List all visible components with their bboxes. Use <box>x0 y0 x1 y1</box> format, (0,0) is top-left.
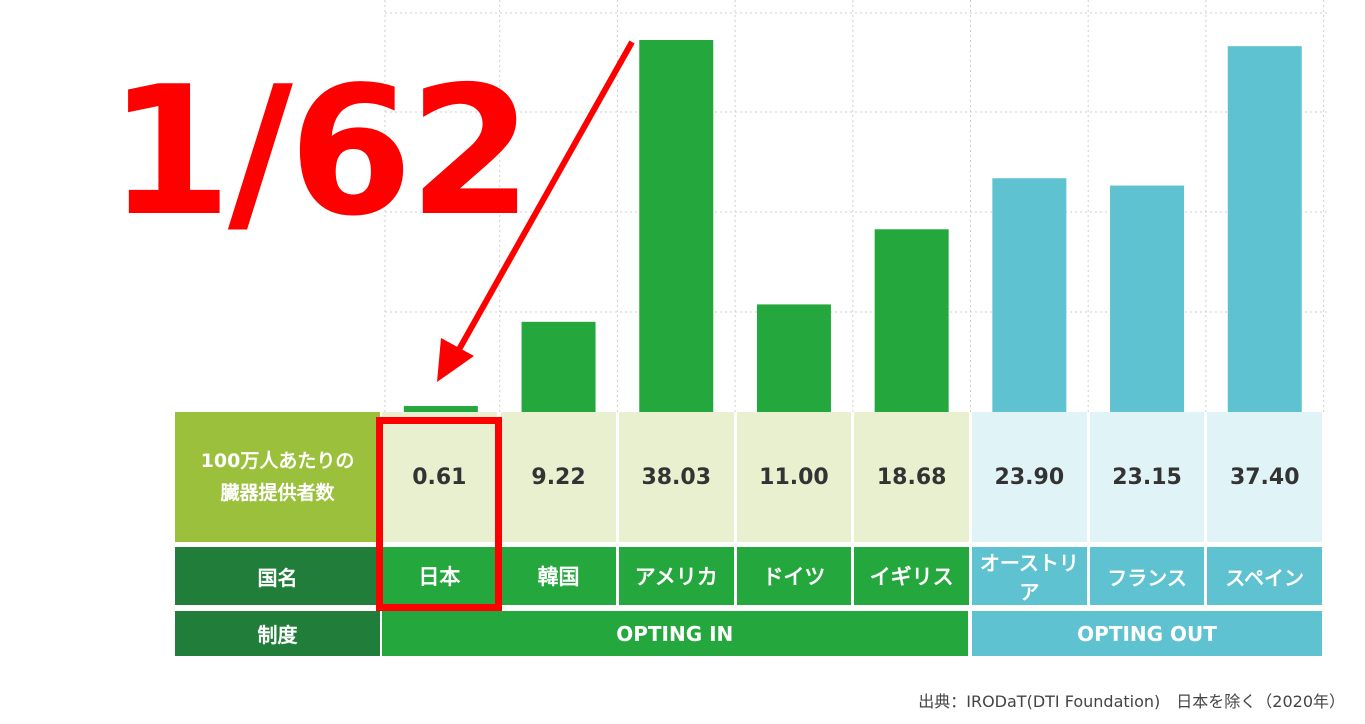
value-cell: 9.22 <box>501 412 616 542</box>
bar-1 <box>521 321 596 412</box>
value-cell: 23.15 <box>1089 412 1205 542</box>
japan-highlight-box <box>376 417 502 611</box>
country-name-cell: 日本 <box>382 547 497 605</box>
value-cell: 18.68 <box>854 412 969 542</box>
value-cell: 11.00 <box>736 412 852 542</box>
bars <box>403 40 1302 412</box>
scheme-cell: OPTING IN <box>382 611 968 656</box>
value-cell: 23.90 <box>972 412 1087 542</box>
name-row-label: 国名 <box>175 547 380 605</box>
scheme-row-label: 制度 <box>175 611 380 656</box>
value-cell: 37.40 <box>1207 412 1323 542</box>
country-name-cell: アメリカ <box>618 547 734 605</box>
bar-2 <box>639 40 714 412</box>
value-cell: 38.03 <box>618 412 734 542</box>
country-name-cell: イギリス <box>854 547 969 605</box>
ratio-annotation: 1/62 <box>108 48 533 255</box>
bar-7 <box>1227 46 1302 412</box>
country-name-cell: 韓国 <box>501 547 616 605</box>
arrow-shaft <box>449 40 635 364</box>
source-note: 出典：IRODaT(DTI Foundation) 日本を除く（2020年） <box>918 692 1345 711</box>
bar-5 <box>992 178 1067 412</box>
annotation-arrow <box>437 40 635 382</box>
country-name-cell: スペイン <box>1207 547 1323 605</box>
value-row-label: 100万人あたりの 臓器提供者数 <box>175 412 380 542</box>
bar-0 <box>403 406 478 412</box>
country-name-cell: ドイツ <box>736 547 852 605</box>
country-name-cell: フランス <box>1089 547 1205 605</box>
bar-3 <box>756 304 831 412</box>
bar-4 <box>874 229 949 412</box>
bar-6 <box>1110 185 1185 412</box>
arrow-head <box>437 338 474 382</box>
value-cell: 0.61 <box>382 412 497 542</box>
country-name-cell: オーストリア <box>972 547 1087 605</box>
scheme-cell: OPTING OUT <box>972 611 1323 656</box>
